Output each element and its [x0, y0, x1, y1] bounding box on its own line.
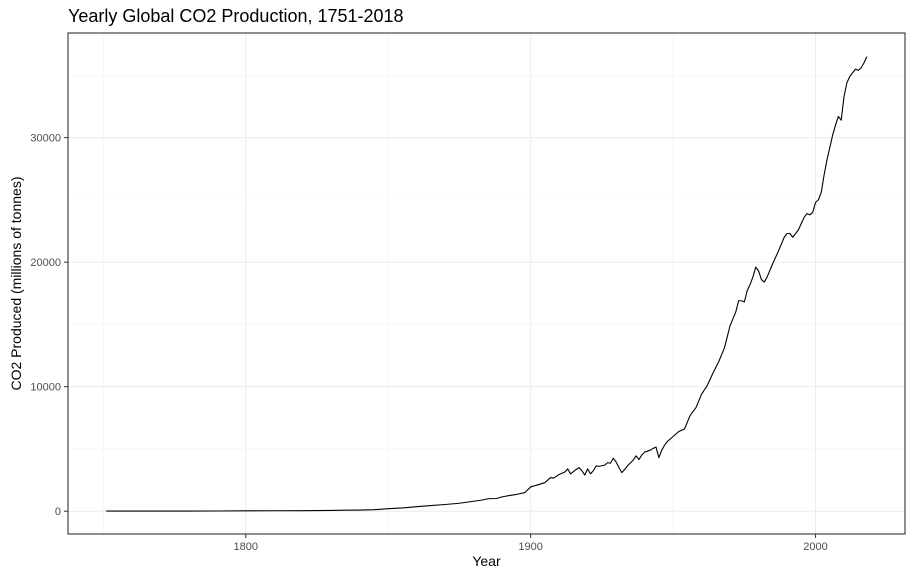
x-axis: 1800 1900 2000 [234, 534, 828, 553]
plot-panel-border [67, 32, 906, 535]
y-axis-title: CO2 Produced (millions of tonnes) [8, 177, 24, 391]
chart-title: Yearly Global CO2 Production, 1751-2018 [68, 6, 404, 26]
y-tick-label: 0 [55, 506, 61, 518]
x-tick-label: 2000 [803, 541, 827, 553]
x-tick-label: 1800 [234, 541, 258, 553]
y-axis: 0 10000 20000 30000 [30, 133, 68, 518]
y-tick-label: 10000 [30, 382, 61, 394]
minor-gridlines [68, 33, 905, 534]
x-tick-label: 1900 [518, 541, 542, 553]
x-axis-title: Year [472, 553, 501, 569]
co2-series-line [106, 56, 868, 512]
y-tick-label: 20000 [30, 257, 61, 269]
y-tick-label: 30000 [30, 133, 61, 145]
